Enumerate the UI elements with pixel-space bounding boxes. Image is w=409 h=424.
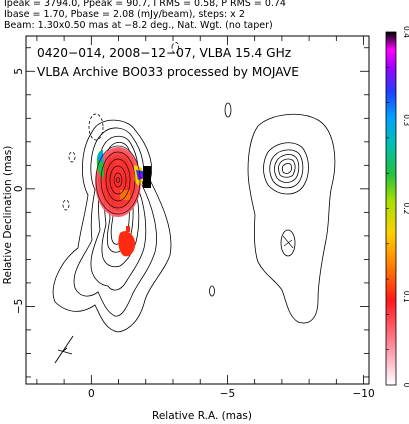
pol-contour-knot	[280, 229, 296, 257]
contour-level-2	[73, 127, 157, 317]
axis-tick-labels: 0 −5 −10 5 0 −5	[13, 68, 375, 400]
plot-frame	[25, 35, 370, 385]
beam-ellipse	[54, 335, 74, 364]
y-tick-label: −5	[13, 299, 25, 314]
colorbar-tick-label: 0	[402, 383, 409, 388]
isolated-contours	[209, 102, 232, 297]
x-tick-label: −5	[220, 388, 235, 400]
plot-title-line-1: 0420−014, 2008−12−07, VLBA 15.4 GHz	[37, 46, 291, 60]
plot-title-line-2: VLBA Archive BO033 processed by MOJAVE	[37, 65, 299, 79]
pol-contour-2	[263, 142, 309, 195]
colorbar-tick-label: 0.1	[402, 291, 409, 303]
pol-contour-4	[274, 154, 300, 183]
colorbar-tick-label: 0.2	[402, 203, 409, 215]
colorbar-tick-label: 0.4	[402, 26, 409, 38]
core-contours	[95, 145, 141, 215]
y-tick-label: 5	[13, 68, 25, 75]
header-line-2: Ibase = 1.70, Pbase = 2.08 (mJy/beam), s…	[4, 9, 245, 20]
pol-contour-6	[281, 163, 293, 174]
header-line-3: Beam: 1.30x0.50 mas at −8.2 deg., Nat. W…	[4, 20, 273, 31]
colorbar-tick-label: 0.3	[402, 114, 409, 126]
colorbar: 0 0.1 0.2 0.3 0.4	[385, 26, 409, 388]
pol-contour-3	[269, 149, 304, 189]
pol-contour-5	[278, 158, 296, 178]
y-axis-label: Relative Declination (mas)	[2, 146, 14, 285]
y-tick-label: 0	[13, 185, 25, 192]
header-line-1: Ipeak = 3794.0, Ppeak = 90.7, I RMS = 0.…	[4, 0, 286, 9]
negative-contours	[62, 42, 179, 211]
polarized-contours	[247, 114, 336, 324]
x-axis-label: Relative R.A. (mas)	[152, 410, 252, 422]
x-tick-label: −10	[352, 388, 374, 400]
x-tick-label: 0	[88, 388, 95, 400]
polarization-color-overlay	[95, 147, 151, 257]
axis-ticks	[26, 36, 369, 384]
pol-contour-outer	[247, 114, 336, 324]
